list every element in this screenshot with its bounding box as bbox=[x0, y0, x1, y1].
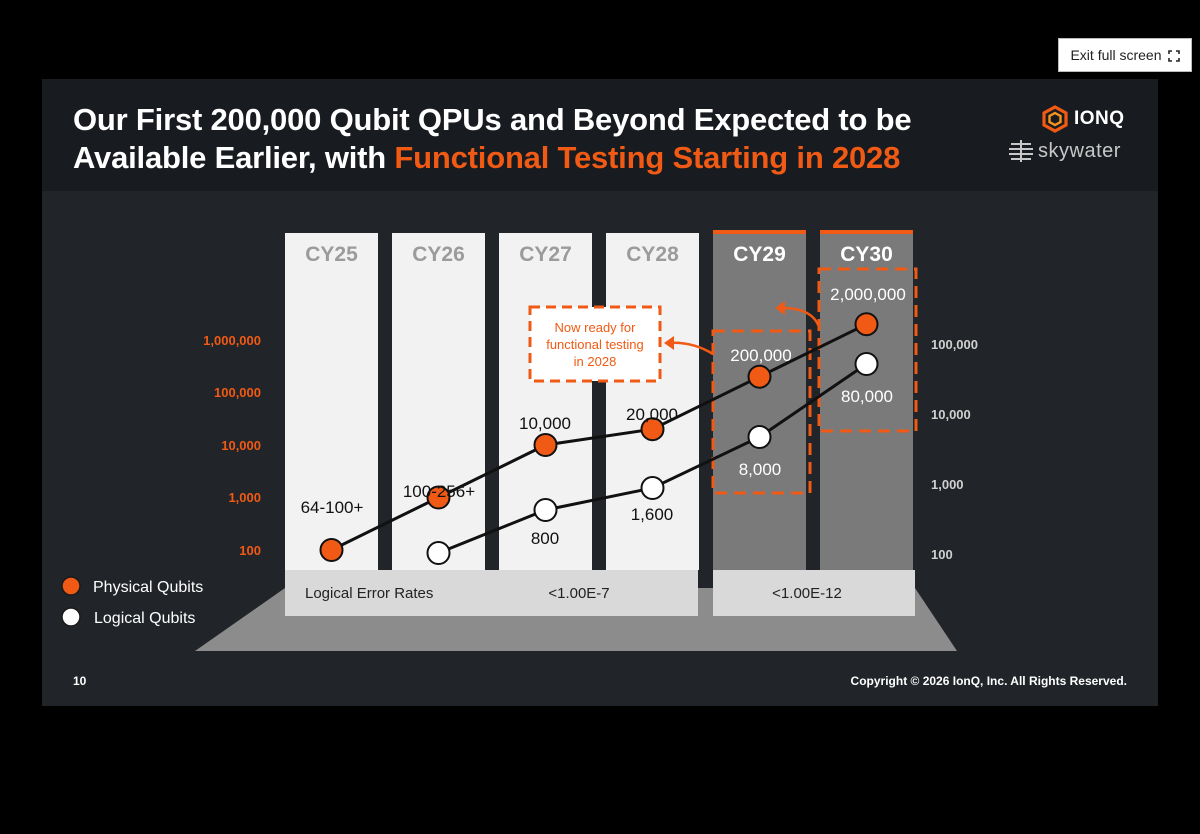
physical-qubits-point-cy26 bbox=[426, 485, 451, 510]
physical-qubits-label-cy29: 200,000 bbox=[730, 346, 791, 365]
column-cy26 bbox=[392, 233, 485, 570]
qubit-roadmap-chart: CY25 CY26 CY27 CY28 CY29 CY30 Logical Error R… bbox=[61, 230, 978, 651]
physical-qubits-label-cy30: 2,000,000 bbox=[830, 285, 906, 304]
legend-physical-label: Physical Qubits bbox=[93, 579, 203, 596]
title-line-1: Our First 200,000 Qubit QPUs and Beyond … bbox=[73, 102, 912, 137]
column-cy25 bbox=[285, 233, 378, 570]
physical-qubits-line bbox=[330, 322, 868, 552]
left-axis-tick: 100 bbox=[239, 543, 261, 558]
physical-qubits-label-cy26: 100-256+ bbox=[403, 482, 475, 501]
physical-qubits-label-cy28: 20,000 bbox=[626, 405, 678, 424]
logical-qubits-point-cy27 bbox=[533, 498, 558, 522]
logical-qubits-point-cy29 bbox=[747, 425, 772, 449]
cy30-highlight-box bbox=[817, 267, 918, 433]
column-top-accent-cy29 bbox=[713, 230, 806, 234]
column-label-cy26: CY26 bbox=[412, 243, 465, 266]
right-axis-tick: 1,000 bbox=[931, 477, 964, 492]
ionq-logo-text: IONQ bbox=[1074, 108, 1125, 129]
logical-qubits-label-cy27: 800 bbox=[531, 529, 559, 548]
logical-qubits-point-cy30 bbox=[854, 352, 879, 376]
legend-logical-label: Logical Qubits bbox=[94, 610, 195, 627]
column-label-cy28: CY28 bbox=[626, 243, 679, 266]
logical-qubits-label-cy29: 8,000 bbox=[739, 460, 782, 479]
slide: Our First 200,000 Qubit QPUs and Beyond … bbox=[42, 79, 1158, 706]
chart-legend: Physical Qubits Logical Qubits bbox=[61, 576, 203, 627]
error-rate-value-2: <1.00E-12 bbox=[772, 585, 842, 602]
right-axis-tick: 100,000 bbox=[931, 337, 978, 352]
column-label-cy27: CY27 bbox=[519, 243, 572, 266]
copyright-text: Copyright © 2026 IonQ, Inc. All Rights R… bbox=[850, 674, 1127, 688]
logical-qubits-point-cy28 bbox=[640, 476, 665, 500]
right-axis-tick: 10,000 bbox=[931, 407, 971, 422]
cy29-highlight-box bbox=[711, 329, 812, 495]
callout-line-3: in 2028 bbox=[574, 354, 617, 369]
legend-logical-marker bbox=[61, 607, 81, 627]
title-highlight: Functional Testing Starting in 2028 bbox=[394, 140, 901, 175]
column-top-accent-cy30 bbox=[820, 230, 913, 234]
physical-qubits-point-cy29 bbox=[747, 364, 772, 389]
left-axis-tick: 1,000 bbox=[228, 490, 261, 505]
error-rate-panel-2 bbox=[713, 570, 915, 616]
slide-header bbox=[42, 79, 1158, 191]
column-cy30 bbox=[820, 233, 913, 570]
callout-arrow-cy29-head bbox=[664, 336, 674, 350]
physical-qubits-label-cy27: 10,000 bbox=[519, 414, 571, 433]
ionq-hexagon-icon bbox=[1042, 105, 1068, 133]
functional-testing-callout-box bbox=[528, 305, 662, 383]
physical-qubits-point-cy27 bbox=[533, 433, 558, 457]
right-axis-tick: 100 bbox=[931, 547, 953, 562]
left-axis-tick: 10,000 bbox=[221, 438, 261, 453]
error-rate-panel-1 bbox=[285, 570, 698, 616]
column-label-cy30: CY30 bbox=[840, 243, 893, 266]
skywater-mark-icon bbox=[1009, 140, 1033, 162]
column-cy29 bbox=[713, 233, 806, 570]
fullscreen-exit-icon bbox=[1167, 49, 1180, 62]
logical-qubits-label-cy30: 80,000 bbox=[841, 387, 893, 406]
callout-line-1: Now ready for bbox=[555, 320, 637, 335]
exit-fullscreen-label: Exit full screen bbox=[1070, 47, 1162, 63]
physical-qubits-point-cy28 bbox=[640, 417, 665, 442]
logical-qubits-label-cy28: 1,600 bbox=[631, 505, 674, 524]
error-rate-value-1: <1.00E-7 bbox=[548, 585, 609, 602]
column-label-cy29: CY29 bbox=[733, 243, 786, 266]
physical-qubits-point-cy30 bbox=[854, 312, 879, 337]
page-number: 10 bbox=[73, 674, 87, 688]
skywater-logo-text: skywater bbox=[1038, 139, 1121, 162]
legend-physical-marker bbox=[61, 576, 81, 596]
callout-line-2: functional testing bbox=[546, 337, 644, 352]
exit-fullscreen-button[interactable]: Exit full screen bbox=[1058, 38, 1192, 72]
callout-arrow-cy30-head bbox=[775, 301, 785, 315]
title-line-2: Available Earlier, with bbox=[73, 140, 395, 175]
skywater-logo: skywater bbox=[1008, 139, 1121, 163]
physical-qubits-point-cy25 bbox=[319, 538, 344, 562]
ionq-logo: IONQ bbox=[1042, 105, 1125, 133]
physical-qubits-label-cy25: 64-100+ bbox=[301, 498, 364, 517]
column-label-cy25: CY25 bbox=[305, 243, 358, 266]
logical-qubits-point-cy26 bbox=[426, 541, 451, 565]
left-axis-tick: 1,000,000 bbox=[203, 333, 261, 348]
column-cy28 bbox=[606, 233, 699, 570]
error-rate-header: Logical Error Rates bbox=[305, 585, 433, 602]
slide-title: Our First 200,000 Qubit QPUs and Beyond … bbox=[73, 101, 912, 177]
left-axis-tick: 100,000 bbox=[214, 385, 261, 400]
error-rate-row: Logical Error Rates <1.00E-7 <1.00E-12 bbox=[285, 570, 915, 616]
